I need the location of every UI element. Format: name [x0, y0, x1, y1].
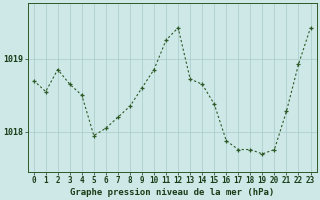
X-axis label: Graphe pression niveau de la mer (hPa): Graphe pression niveau de la mer (hPa)	[70, 188, 274, 197]
